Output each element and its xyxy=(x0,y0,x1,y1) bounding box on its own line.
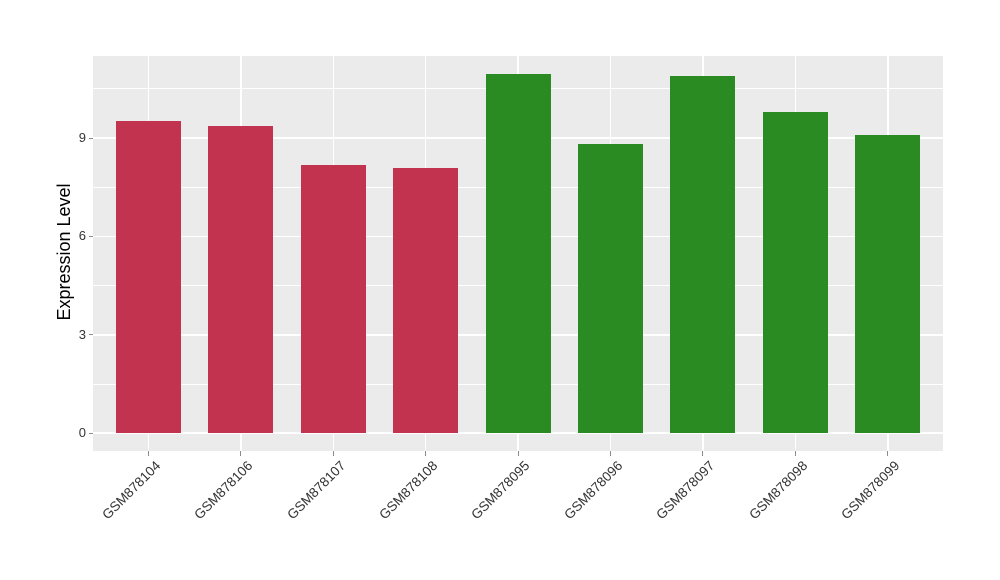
bar-GSM878098 xyxy=(762,111,828,434)
x-axis-tick-mark xyxy=(702,451,704,456)
x-axis-tick-mark xyxy=(517,451,519,456)
bar-GSM878096 xyxy=(578,143,644,434)
x-axis-tick-label: GSM878106 xyxy=(191,458,256,523)
bar-GSM878106 xyxy=(208,125,274,434)
y-axis-tick-label: 9 xyxy=(78,130,86,146)
x-axis-tick-label: GSM878095 xyxy=(468,458,533,523)
x-axis-tick-label: GSM878097 xyxy=(653,458,718,523)
x-axis-tick-mark xyxy=(794,451,796,456)
bar-GSM878097 xyxy=(670,76,736,434)
y-axis-tick-label: 6 xyxy=(78,228,86,244)
x-axis-tick-mark xyxy=(332,451,334,456)
x-axis-tick-mark xyxy=(240,451,242,456)
y-axis-tick-mark xyxy=(88,235,93,237)
y-axis-tick-mark xyxy=(88,334,93,336)
x-axis-tick-label: GSM878107 xyxy=(283,458,348,523)
gridline-major-horizontal xyxy=(93,432,944,434)
plot-panel xyxy=(93,55,944,452)
bar-GSM878099 xyxy=(855,135,921,434)
x-axis-tick-label: GSM878108 xyxy=(376,458,441,523)
y-axis-title: Expression Level xyxy=(54,183,74,321)
bar-GSM878107 xyxy=(300,164,366,434)
y-axis-tick-mark xyxy=(88,432,93,434)
x-axis-tick-mark xyxy=(425,451,427,456)
y-axis-tick-mark xyxy=(88,137,93,139)
x-axis-tick-mark xyxy=(887,451,889,456)
bar-GSM878108 xyxy=(393,168,459,434)
y-axis-tick-label: 0 xyxy=(78,425,86,441)
bar-GSM878104 xyxy=(115,121,181,434)
x-axis-tick-label: GSM878099 xyxy=(838,458,903,523)
x-axis-tick-mark xyxy=(147,451,149,456)
y-axis-tick-label: 3 xyxy=(78,326,86,342)
x-axis-tick-label: GSM878098 xyxy=(745,458,811,523)
bar-GSM878095 xyxy=(485,74,551,434)
x-axis-tick-label: GSM878096 xyxy=(560,458,626,523)
x-axis-tick-label: GSM878104 xyxy=(98,458,164,523)
x-axis-tick-mark xyxy=(610,451,612,456)
